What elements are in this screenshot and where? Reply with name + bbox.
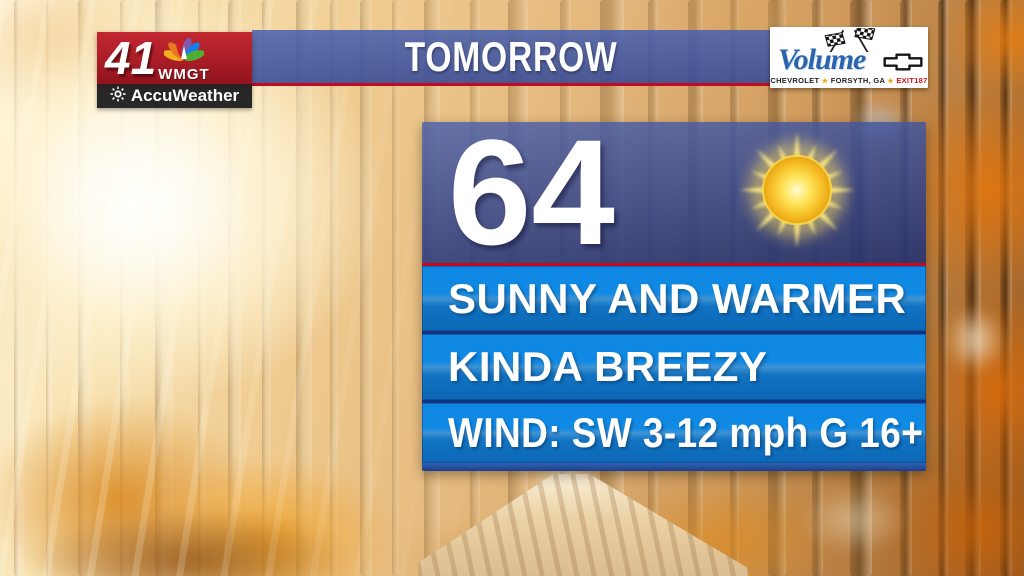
banner-red-underline xyxy=(252,83,928,86)
temperature-value: 64 xyxy=(448,122,615,277)
sponsor-dealer-line: CHEVROLET ★ FORSYTH, GA ★ EXIT187 xyxy=(770,76,928,85)
forecast-card: 64 xyxy=(422,122,926,471)
row-divider xyxy=(422,400,926,403)
nbc-peacock-icon xyxy=(162,36,205,67)
foliage-cluster xyxy=(790,480,920,560)
accuweather-label: AccuWeather xyxy=(130,86,240,105)
star-icon: ★ xyxy=(887,78,894,85)
forecast-row-breeze: KINDA BREEZY xyxy=(422,334,926,400)
card-bottom-border xyxy=(422,463,926,471)
station-logo: 41 WMGT xyxy=(97,32,252,108)
page-title: TOMORROW xyxy=(404,33,618,80)
card-red-divider xyxy=(422,263,926,266)
sun-icon xyxy=(735,128,859,252)
chevy-bowtie-icon xyxy=(882,51,924,78)
sponsor-logo: Volume CHEVROLET ★ FORSYTH, GA ★ EXIT187 xyxy=(770,25,928,88)
forecast-row-wind: WIND: SW 3-12 mph G 16+ xyxy=(422,403,926,463)
row-divider xyxy=(422,331,926,334)
station-callsign: WMGT xyxy=(158,66,210,83)
forecast-row-condition: SUNNY AND WARMER xyxy=(422,266,926,331)
checkered-flags-icon xyxy=(816,25,882,57)
temperature-section: 64 xyxy=(422,122,926,277)
header-banner: TOMORROW xyxy=(252,30,770,84)
star-icon: ★ xyxy=(821,78,829,85)
accuweather-sun-icon xyxy=(110,86,126,107)
foliage-cluster xyxy=(940,300,1010,380)
accuweather-bar: AccuWeather xyxy=(97,84,252,108)
sponsor-name: Volume xyxy=(778,43,866,76)
channel-number: 41 xyxy=(105,32,157,84)
